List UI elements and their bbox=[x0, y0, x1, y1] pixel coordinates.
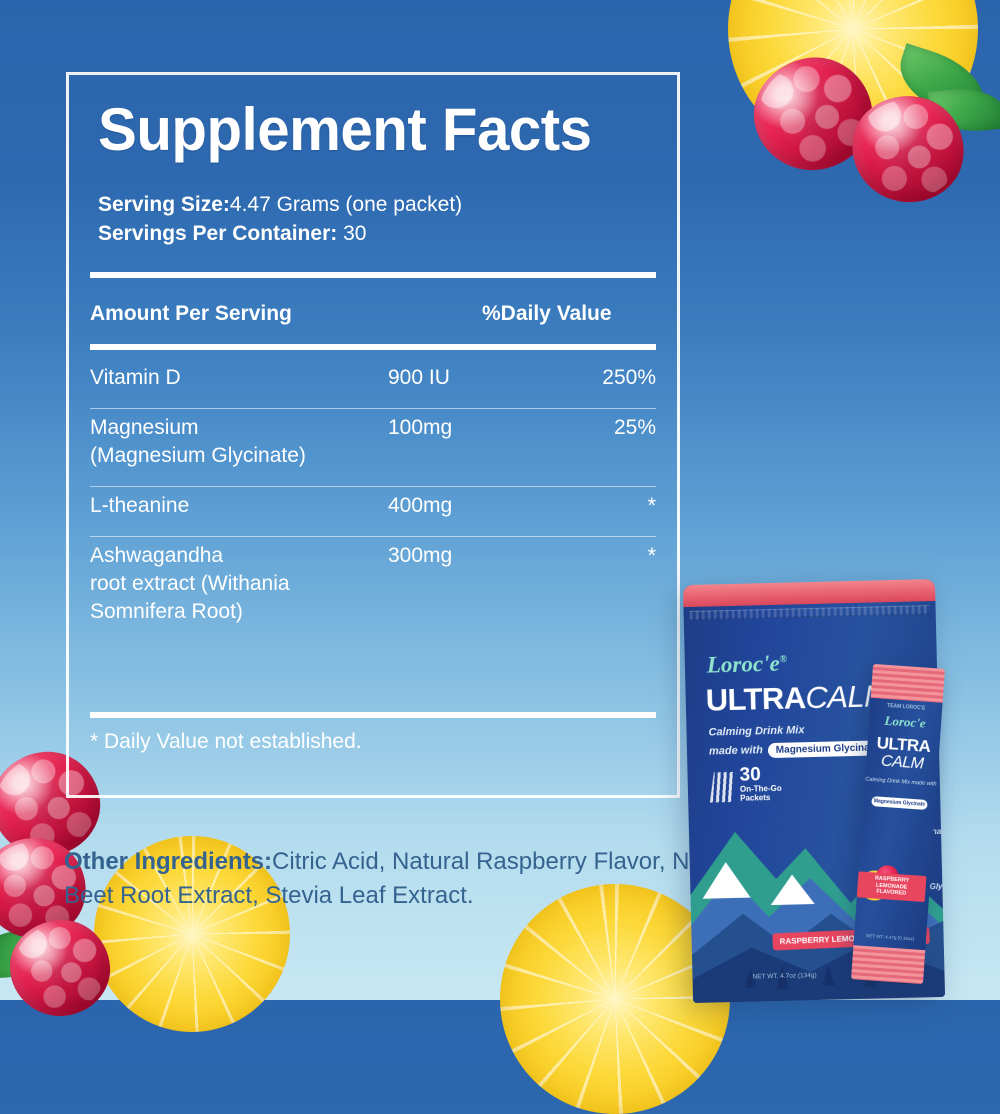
nutrient-daily-value: 25% bbox=[613, 416, 656, 439]
servings-per-container-line: Servings Per Container: 30 bbox=[98, 219, 658, 248]
registered-mark-icon: ® bbox=[779, 653, 788, 666]
servings-per-container-value: 30 bbox=[343, 222, 367, 245]
row-separator bbox=[90, 408, 656, 409]
stick-brand-name: Loroc'e bbox=[884, 712, 927, 731]
page-title: Supplement Facts bbox=[98, 96, 592, 163]
serving-size-label: Serving Size: bbox=[98, 193, 230, 216]
divider-rule bbox=[90, 272, 656, 278]
mint-leaf-icon bbox=[927, 84, 1000, 136]
pouch-made-with: made with Magnesium Glycinate bbox=[709, 740, 887, 759]
stick-net-weight: NET WT. 4.47g (0.16oz) bbox=[865, 933, 915, 942]
table-row: L-theanine 400mg * bbox=[90, 486, 656, 536]
pouch-net-weight: NET WT. 4.7oz (134g) bbox=[752, 971, 817, 981]
nutrient-daily-value: * bbox=[647, 493, 656, 518]
mint-leaf-icon bbox=[0, 913, 59, 995]
stick-packet-top-seal bbox=[870, 663, 945, 703]
raspberry-bottom-left bbox=[6, 916, 114, 1020]
stick-tagline: Calming Drink Mix made with bbox=[865, 776, 937, 788]
row-separator bbox=[90, 536, 656, 537]
column-header-daily-value: %Daily Value bbox=[482, 302, 612, 325]
stick-flavor-badge: RASPBERRY LEMONADE FLAVORED bbox=[856, 871, 927, 902]
raspberry-top-right bbox=[843, 87, 973, 211]
serving-size-value: 4.47 Grams (one packet) bbox=[229, 193, 463, 216]
nutrient-name: Vitamin D bbox=[90, 366, 181, 389]
nutrient-name: L-theanine bbox=[90, 494, 190, 517]
stick-packet-bottom-seal bbox=[851, 945, 926, 985]
stick-packets-icon bbox=[709, 771, 736, 803]
divider-rule bbox=[90, 344, 656, 350]
nutrient-daily-value: * bbox=[647, 543, 656, 568]
nutrient-amount: 900 IU bbox=[388, 366, 450, 389]
divider-rule bbox=[90, 712, 656, 718]
table-row: Magnesium (Magnesium Glycinate) 100mg 25% bbox=[90, 408, 656, 486]
stick-product-name: ULTRA CALM bbox=[866, 733, 940, 775]
nutrient-name: Ashwagandha root extract (Withania Somnife… bbox=[90, 544, 290, 623]
lemon-slice-top-right bbox=[728, 0, 978, 154]
pouch-top-seal bbox=[682, 578, 936, 608]
nutrient-name: Magnesium (Magnesium Glycinate) bbox=[90, 416, 306, 467]
nutrient-amount: 300mg bbox=[388, 544, 453, 567]
table-row: Ashwagandha root extract (Withania Somnife… bbox=[90, 536, 656, 642]
pouch-tagline: Calming Drink Mix bbox=[708, 724, 805, 739]
table-row: Vitamin D 900 IU 250% bbox=[90, 358, 656, 408]
pouch-made-with-label: made with bbox=[708, 744, 763, 758]
daily-value-footnote: * Daily Value not established. bbox=[90, 730, 362, 753]
nutrient-amount: 100mg bbox=[388, 416, 453, 439]
serving-info: Serving Size:4.47 Grams (one packet) Ser… bbox=[98, 190, 658, 248]
pouch-product-bold: ULTRA bbox=[705, 680, 806, 718]
stick-team-label: TEAM LOROC'E bbox=[886, 702, 926, 712]
row-separator bbox=[90, 486, 656, 487]
serving-size-line: Serving Size:4.47 Grams (one packet) bbox=[98, 190, 658, 219]
supplement-facts-panel bbox=[66, 72, 680, 798]
pouch-zipper bbox=[689, 605, 930, 620]
other-ingredients-label: Other Ingredients: bbox=[64, 848, 273, 875]
nutrient-daily-value: 250% bbox=[602, 366, 656, 389]
pouch-packet-count: 30 bbox=[739, 764, 761, 786]
mint-leaf-icon bbox=[889, 43, 995, 123]
stick-magnesium-badge: Magnesium Glycinate bbox=[871, 796, 928, 810]
raspberry-top-right bbox=[742, 45, 884, 183]
column-header-amount: Amount Per Serving bbox=[90, 302, 292, 325]
pouch-brand-text: Loroc'e bbox=[706, 650, 780, 678]
nutrient-amount: 400mg bbox=[388, 494, 453, 517]
servings-per-container-label: Servings Per Container: bbox=[98, 222, 338, 245]
